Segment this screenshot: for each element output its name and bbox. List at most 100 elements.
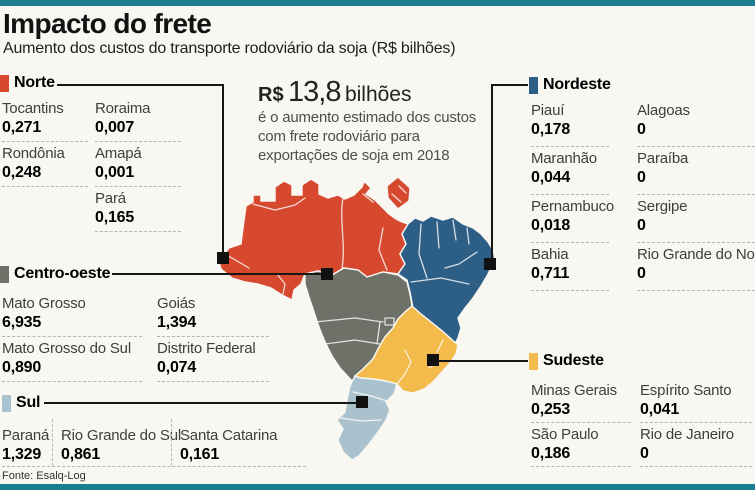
state-name: Rondônia <box>2 145 65 162</box>
region-title-nordeste: Nordeste <box>543 76 611 93</box>
state-value: 1,329 <box>2 446 42 463</box>
state-value: 1,394 <box>157 314 197 331</box>
sudeste-column-1: Minas Gerais 0,253 São Paulo 0,186 <box>531 379 631 467</box>
state-cell: São Paulo 0,186 <box>531 423 631 467</box>
total-amount: 13,8 <box>288 76 341 108</box>
region-header-sudeste: Sudeste <box>529 352 604 370</box>
norte-color-swatch <box>0 74 9 92</box>
leader-line-sul <box>44 402 359 404</box>
state-value: 0 <box>637 217 646 234</box>
region-header-norte: Norte <box>0 74 55 92</box>
leader-line-nordeste-h <box>491 84 528 86</box>
state-name: Tocantins <box>2 100 64 117</box>
leader-line-centro-oeste <box>112 273 325 275</box>
state-cell: Mato Grosso 6,935 <box>2 292 142 337</box>
state-value: 0,890 <box>2 359 42 376</box>
page-subtitle: Aumento dos custos do transporte rodoviá… <box>3 40 456 57</box>
state-cell: Rondônia 0,248 <box>2 142 88 187</box>
state-name: Pernambuco <box>531 198 615 215</box>
top-accent-bar <box>0 0 755 6</box>
state-value: 0,248 <box>2 164 42 181</box>
state-name: Bahia <box>531 246 569 263</box>
state-name: Goiás <box>157 295 196 312</box>
region-title-sul: Sul <box>16 394 41 411</box>
map-region-norte <box>218 174 410 302</box>
state-cell: Bahia 0,711 <box>531 243 609 291</box>
total-description-line: é o aumento estimado dos custos <box>258 109 477 126</box>
state-cell: Goiás 1,394 <box>157 292 269 337</box>
state-value: 0 <box>640 445 649 462</box>
state-cell: Espírito Santo 0,041 <box>640 379 752 423</box>
state-name: Rio Grande do Sul <box>61 427 182 444</box>
state-name: Rio Grande do Norte <box>637 246 755 263</box>
state-value: 0,074 <box>157 359 197 376</box>
bottom-accent-bar <box>0 484 755 490</box>
state-name: Mato Grosso do Sul <box>2 340 131 357</box>
state-name: Piauí <box>531 102 565 119</box>
state-cell: Pará 0,165 <box>95 187 181 232</box>
state-cell: Mato Grosso do Sul 0,890 <box>2 337 142 382</box>
state-value: 0,044 <box>531 169 571 186</box>
state-cell: Paraná 1,329 <box>2 419 52 466</box>
region-header-centro-oeste: Centro-oeste <box>0 265 110 283</box>
state-value: 0,271 <box>2 119 42 136</box>
region-header-nordeste: Nordeste <box>529 76 611 94</box>
source-credit: Fonte: Esalq-Log <box>2 470 86 482</box>
state-name: Paraíba <box>637 150 689 167</box>
region-title-centro-oeste: Centro-oeste <box>14 265 111 282</box>
state-value: 0,161 <box>180 446 220 463</box>
state-cell: Roraima 0,007 <box>95 97 181 142</box>
map-region-sul <box>336 375 398 461</box>
brazil-map <box>218 174 496 461</box>
distrito-federal-outline <box>384 317 395 326</box>
total-callout: R$ 13,8 bilhões <box>258 76 412 109</box>
map-region-sudeste <box>353 305 459 394</box>
page-title: Impacto do frete <box>3 8 212 39</box>
state-cell: Pernambuco 0,018 <box>531 195 615 243</box>
norte-column-1: Tocantins 0,271 Rondônia 0,248 <box>2 97 88 187</box>
state-value: 0,253 <box>531 401 571 418</box>
state-name: São Paulo <box>531 426 599 443</box>
state-cell: Paraíba 0 <box>637 147 755 195</box>
centro-oeste-column-2: Goiás 1,394 Distrito Federal 0,074 <box>157 292 269 382</box>
map-marker-nordeste <box>484 258 496 270</box>
map-marker-norte <box>217 252 229 264</box>
sul-states-row: Paraná 1,329 Rio Grande do Sul 0,861 San… <box>2 419 306 467</box>
total-currency: R$ <box>258 84 284 106</box>
state-name: Sergipe <box>637 198 688 215</box>
region-title-norte: Norte <box>14 74 55 91</box>
state-value: 0,007 <box>95 119 135 136</box>
map-region-nordeste <box>397 215 496 346</box>
state-value: 6,935 <box>2 314 42 331</box>
leader-line-norte-v <box>222 84 224 258</box>
sudeste-column-2: Espírito Santo 0,041 Rio de Janeiro 0 <box>640 379 752 467</box>
map-marker-sul <box>356 396 368 408</box>
state-value: 0,186 <box>531 445 571 462</box>
state-value: 0,178 <box>531 121 571 138</box>
state-cell: Rio Grande do Sul 0,861 <box>52 419 182 466</box>
state-borders-nordeste <box>410 219 478 285</box>
state-name: Rio de Janeiro <box>640 426 734 443</box>
state-value: 0 <box>637 169 646 186</box>
state-name: Alagoas <box>637 102 690 119</box>
state-cell: Distrito Federal 0,074 <box>157 337 269 382</box>
state-value: 0,018 <box>531 217 571 234</box>
leader-line-sudeste <box>437 360 528 362</box>
leader-line-norte-h <box>57 84 223 86</box>
state-cell: Alagoas 0 <box>637 99 755 147</box>
total-unit: bilhões <box>344 83 412 106</box>
state-value: 0,001 <box>95 164 135 181</box>
state-name: Paraná <box>2 427 50 444</box>
state-cell: Santa Catarina 0,161 <box>171 419 306 466</box>
state-name: Roraima <box>95 100 151 117</box>
state-cell: Minas Gerais 0,253 <box>531 379 631 423</box>
state-value: 0 <box>637 121 646 138</box>
state-name: Santa Catarina <box>180 427 278 444</box>
state-borders-norte <box>224 193 388 295</box>
state-cell: Tocantins 0,271 <box>2 97 88 142</box>
state-value: 0,165 <box>95 209 135 226</box>
region-header-sul: Sul <box>2 394 40 412</box>
nordeste-color-swatch <box>529 76 538 94</box>
state-name: Mato Grosso <box>2 295 86 312</box>
